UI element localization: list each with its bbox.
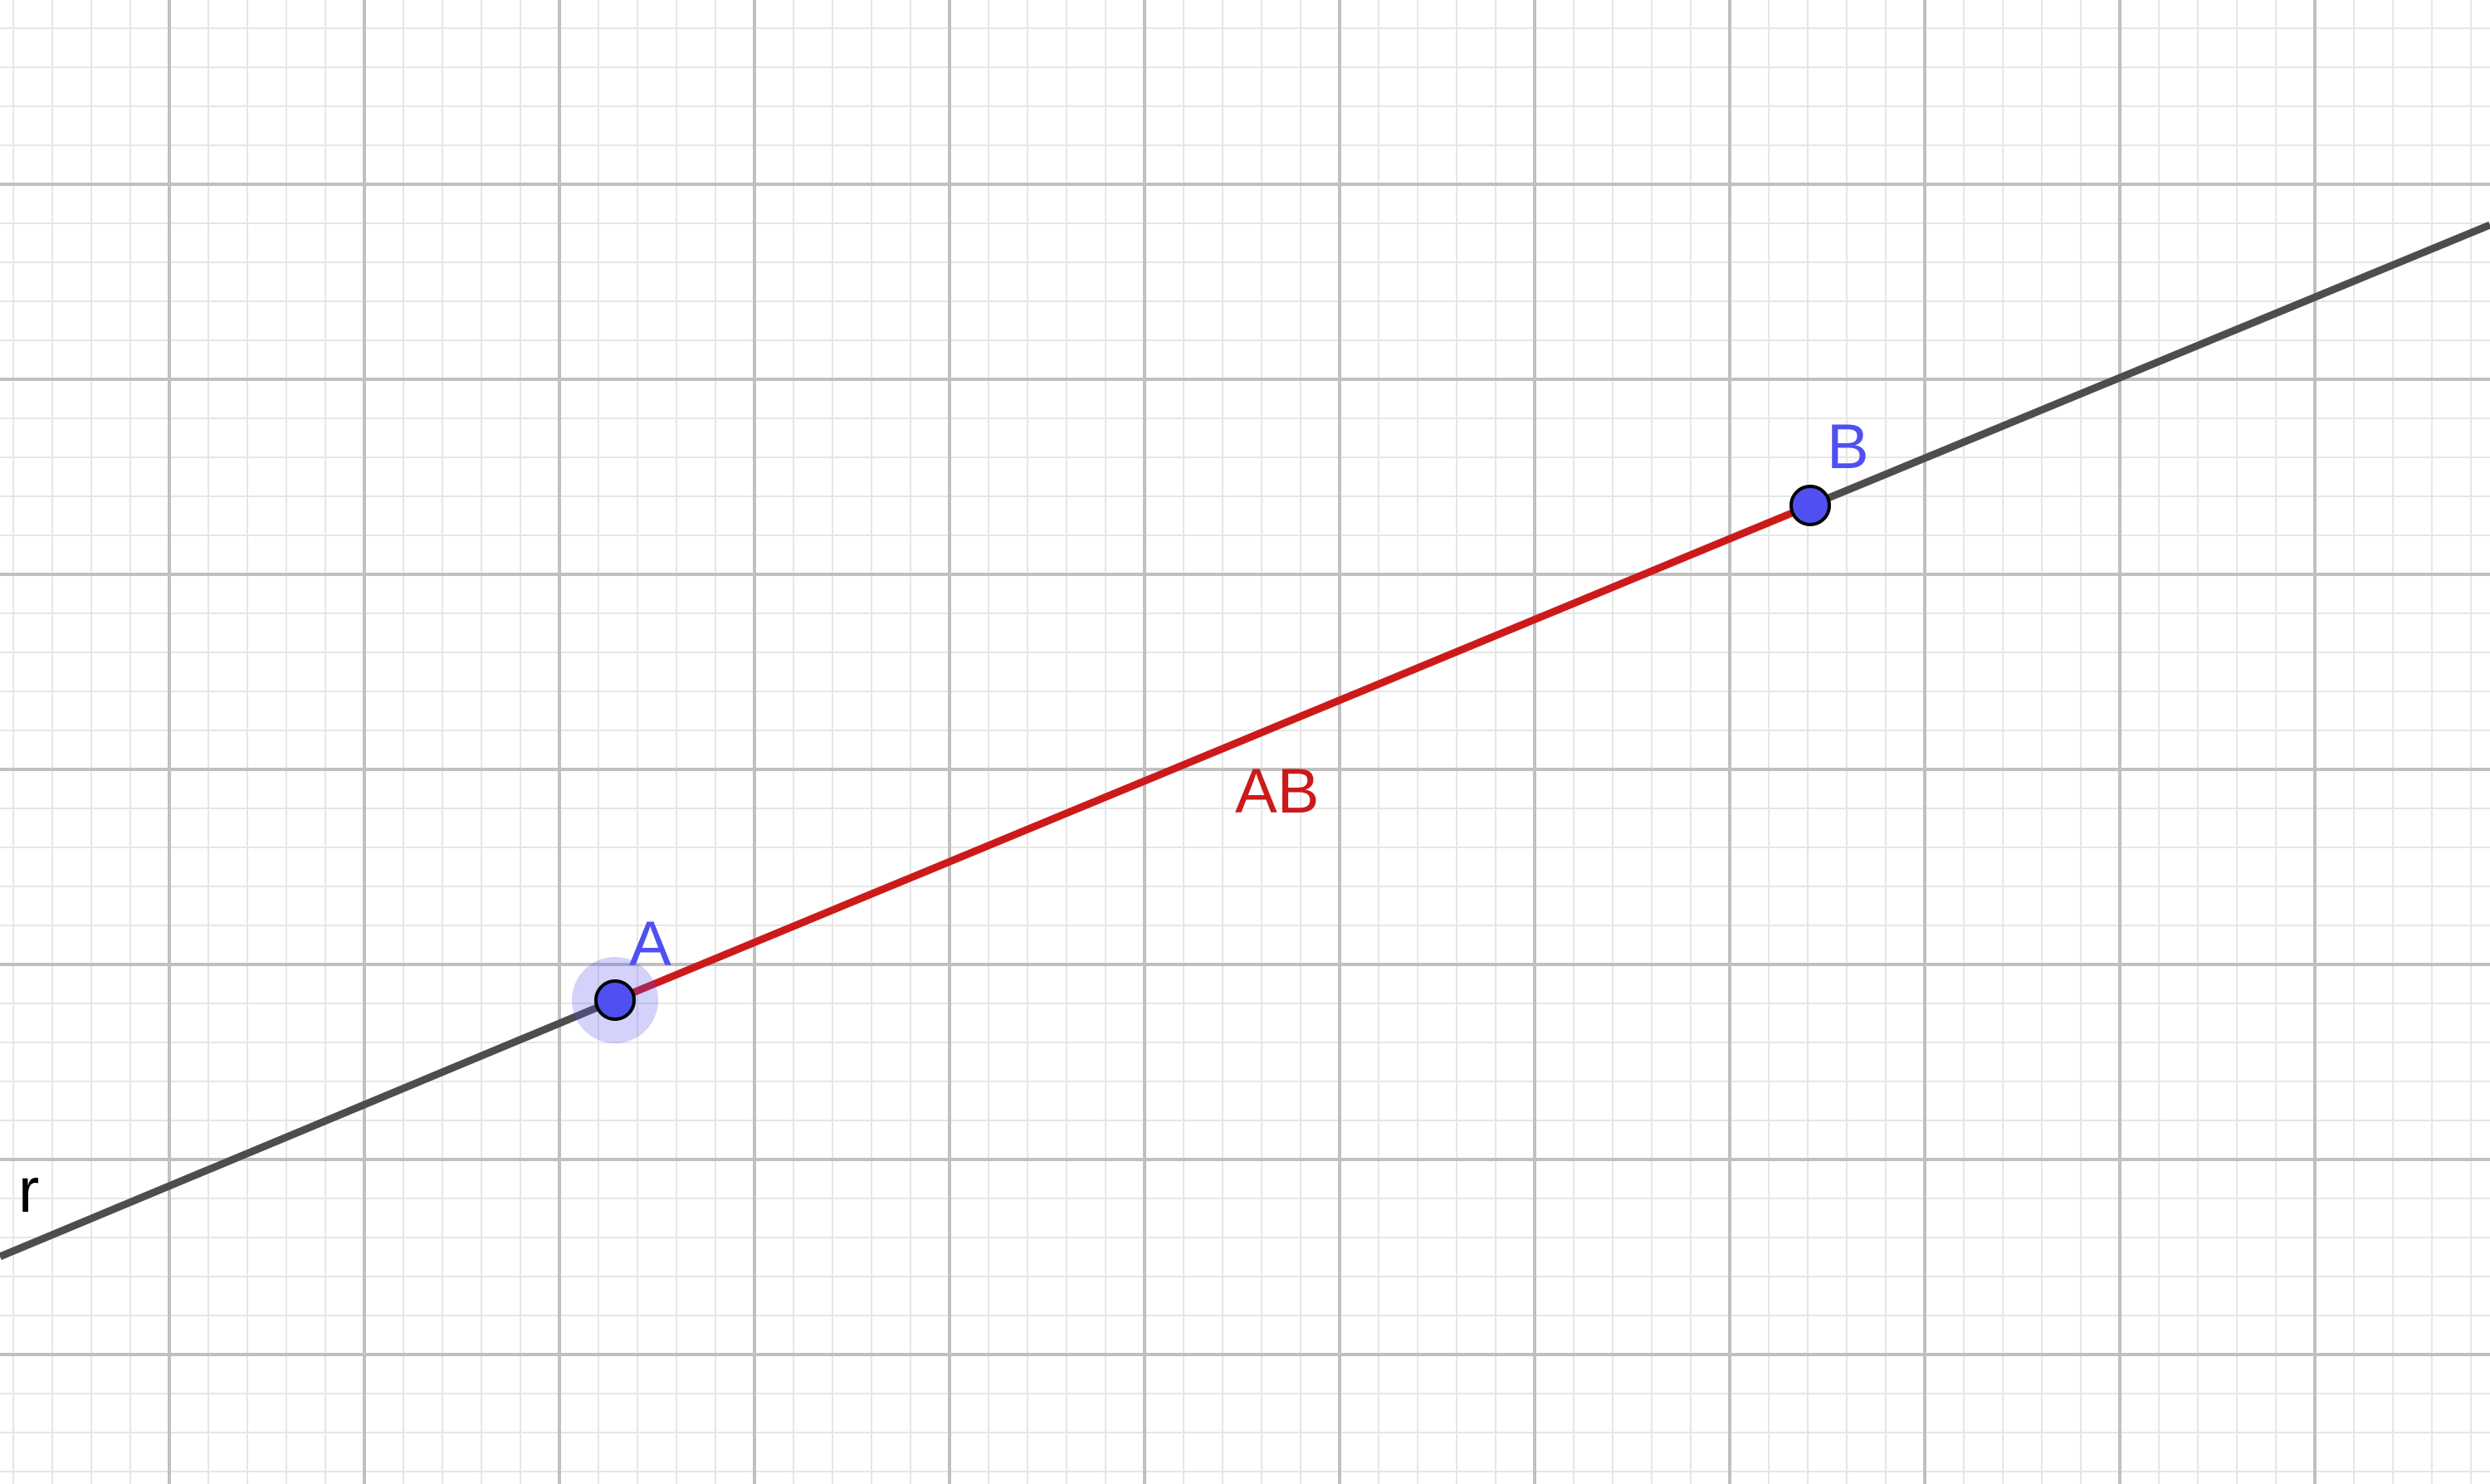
line-r-label: r	[18, 1155, 39, 1226]
segment-ab[interactable]	[613, 501, 1812, 1004]
line-r-right-part[interactable]	[1809, 221, 2490, 510]
point-b-label: B	[1827, 412, 1869, 482]
segment-ab-label: AB	[1235, 756, 1319, 827]
point-a-label: A	[629, 909, 671, 979]
point-b[interactable]	[1789, 485, 1831, 526]
point-a[interactable]	[594, 979, 636, 1021]
line-r-left-part[interactable]	[0, 996, 617, 1261]
